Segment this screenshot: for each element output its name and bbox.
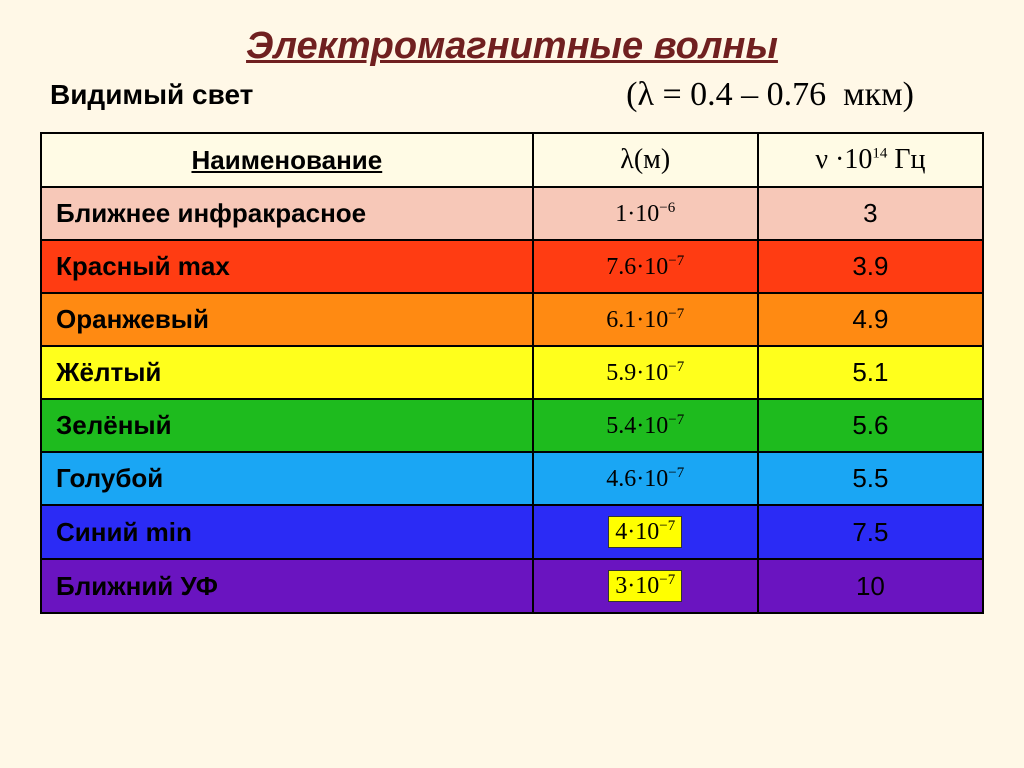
- table-row: Синий min4·10−77.5: [41, 505, 983, 559]
- row-frequency: 5.1: [758, 346, 983, 399]
- row-frequency: 4.9: [758, 293, 983, 346]
- header-lambda: λ(м): [533, 133, 758, 187]
- row-name: Жёлтый: [41, 346, 533, 399]
- subtitle: Видимый свет: [50, 79, 253, 111]
- table-row: Зелёный5.4·10−75.6: [41, 399, 983, 452]
- row-frequency: 3: [758, 187, 983, 240]
- row-wavelength: 4.6·10−7: [533, 452, 758, 505]
- subtitle-row: Видимый свет (λ = 0.4 – 0.76 мкм): [40, 76, 984, 114]
- row-name: Оранжевый: [41, 293, 533, 346]
- table-row: Красный max7.6·10−73.9: [41, 240, 983, 293]
- spectrum-table: Наименование λ(м) ν ·1014 Гц Ближнее инф…: [40, 132, 984, 614]
- row-wavelength: 3·10−7: [533, 559, 758, 613]
- page-title: Электромагнитные волны: [40, 25, 984, 68]
- row-name: Ближнее инфракрасное: [41, 187, 533, 240]
- wavelength-range-formula: (λ = 0.4 – 0.76 мкм): [626, 76, 974, 114]
- row-name: Синий min: [41, 505, 533, 559]
- row-wavelength: 7.6·10−7: [533, 240, 758, 293]
- table-row: Голубой4.6·10−75.5: [41, 452, 983, 505]
- row-wavelength: 4·10−7: [533, 505, 758, 559]
- row-frequency: 5.6: [758, 399, 983, 452]
- row-wavelength: 1·10−6: [533, 187, 758, 240]
- row-name: Красный max: [41, 240, 533, 293]
- row-wavelength: 5.4·10−7: [533, 399, 758, 452]
- header-frequency: ν ·1014 Гц: [758, 133, 983, 187]
- row-frequency: 3.9: [758, 240, 983, 293]
- row-name: Голубой: [41, 452, 533, 505]
- row-frequency: 10: [758, 559, 983, 613]
- table-row: Оранжевый6.1·10−74.9: [41, 293, 983, 346]
- row-wavelength: 5.9·10−7: [533, 346, 758, 399]
- row-frequency: 7.5: [758, 505, 983, 559]
- table-row: Жёлтый5.9·10−75.1: [41, 346, 983, 399]
- table-row: Ближнее инфракрасное1·10−63: [41, 187, 983, 240]
- row-name: Зелёный: [41, 399, 533, 452]
- table-row: Ближний УФ3·10−710: [41, 559, 983, 613]
- table-header-row: Наименование λ(м) ν ·1014 Гц: [41, 133, 983, 187]
- row-name: Ближний УФ: [41, 559, 533, 613]
- header-name: Наименование: [41, 133, 533, 187]
- row-wavelength: 6.1·10−7: [533, 293, 758, 346]
- row-frequency: 5.5: [758, 452, 983, 505]
